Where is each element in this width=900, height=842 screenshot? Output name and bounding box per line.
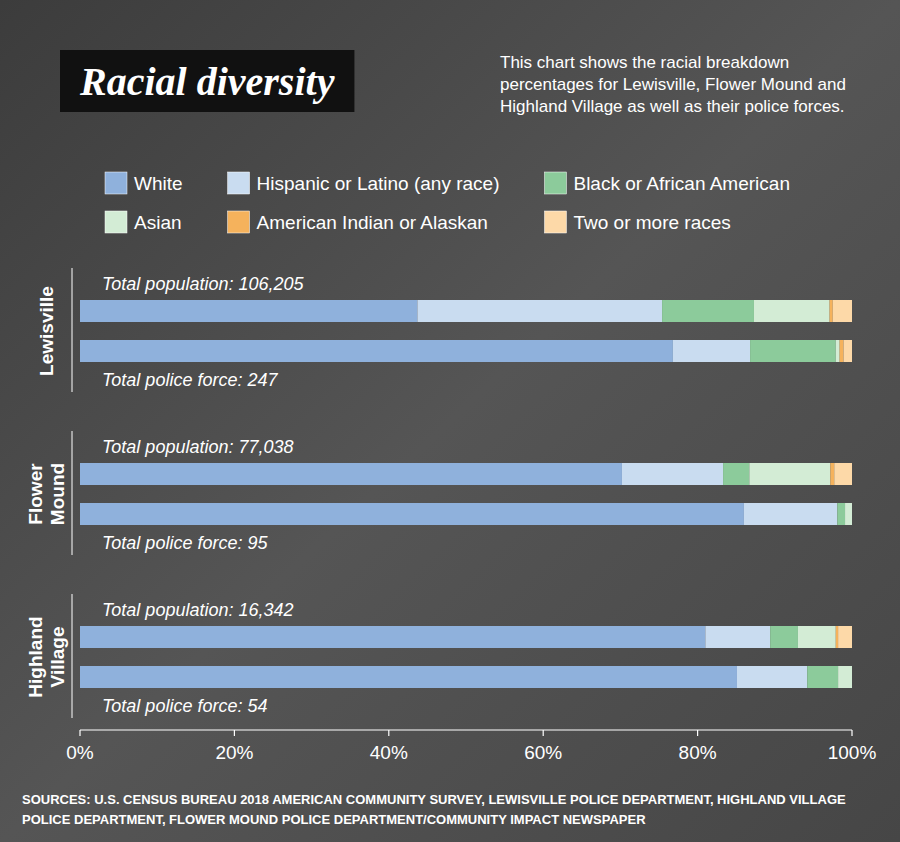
bar-segment	[80, 463, 622, 485]
source: SOURCES: U.S. CENSUS BUREAU 2018 AMERICA…	[22, 792, 846, 827]
bar-segment	[845, 503, 852, 525]
bar-segment	[852, 503, 853, 525]
subtitle: This chart shows the racial breakdownper…	[500, 53, 846, 116]
category-label: Total police force: 54	[102, 696, 267, 716]
bar-segment	[80, 666, 737, 688]
bars	[80, 300, 852, 688]
legend-swatch	[105, 172, 127, 194]
bar-segment	[830, 463, 834, 485]
bar-segment	[80, 626, 705, 648]
category-label: Total population: 106,205	[102, 274, 304, 294]
bar-segment	[852, 666, 853, 688]
bar-segment	[840, 340, 844, 362]
bar-segment	[798, 626, 836, 648]
group-label: Lewisville	[36, 286, 57, 376]
legend-swatch	[105, 211, 127, 233]
x-tick-label: 100%	[828, 742, 877, 763]
bar-segment	[80, 340, 673, 362]
chart: Racial diversity This chart shows the rac…	[0, 0, 900, 842]
background	[0, 0, 900, 842]
bar-segment	[837, 503, 845, 525]
bar-segment	[838, 666, 852, 688]
bar-segment	[749, 463, 830, 485]
bar-segment	[836, 340, 840, 362]
legend-label: Asian	[134, 212, 182, 233]
x-tick-label: 80%	[679, 742, 717, 763]
bar-segment	[844, 340, 852, 362]
bar-segment	[723, 463, 749, 485]
x-tick-label: 40%	[370, 742, 408, 763]
bar-segment	[80, 503, 744, 525]
category-label: Total police force: 247	[102, 370, 278, 390]
legend-swatch	[228, 172, 250, 194]
bar-segment	[852, 503, 853, 525]
x-tick	[543, 730, 544, 736]
group-divider	[72, 268, 73, 392]
bar-segment	[838, 626, 852, 648]
bar-segment	[744, 503, 837, 525]
x-axis	[80, 729, 852, 730]
group-label: FlowerMound	[25, 463, 68, 525]
x-tick	[234, 730, 235, 736]
x-tick	[851, 730, 852, 736]
bar-segment	[836, 626, 838, 648]
bar-segment	[80, 300, 417, 322]
category-label: Total police force: 95	[102, 533, 268, 553]
bar-segment	[673, 340, 750, 362]
legend-label: Hispanic or Latino (any race)	[257, 173, 500, 194]
legend-label: American Indian or Alaskan	[257, 212, 488, 233]
bar-segment	[754, 300, 830, 322]
bar-segment	[833, 300, 852, 322]
title: Racial diversity	[79, 59, 335, 104]
legend-swatch	[544, 172, 566, 194]
bar-segment	[737, 666, 807, 688]
group-label: HighlandVillage	[25, 616, 68, 697]
legend-swatch	[228, 211, 250, 233]
x-tick-label: 20%	[215, 742, 253, 763]
x-tick	[388, 730, 389, 736]
bar-segment	[834, 463, 852, 485]
bar-segment	[705, 626, 770, 648]
legend-label: Two or more races	[573, 212, 730, 233]
x-tick	[697, 730, 698, 736]
bar-segment	[770, 626, 798, 648]
x-tick	[79, 730, 80, 736]
bar-segment	[807, 666, 838, 688]
group-divider	[72, 594, 73, 718]
x-tick-label: 60%	[524, 742, 562, 763]
category-label: Total population: 16,342	[102, 600, 294, 620]
category-label: Total population: 77,038	[102, 437, 294, 457]
group-divider	[72, 431, 73, 555]
bar-segment	[417, 300, 662, 322]
legend-label: Black or African American	[573, 173, 789, 194]
bar-segment	[852, 666, 853, 688]
bar-segment	[830, 300, 833, 322]
title-box	[60, 50, 354, 112]
bar-segment	[622, 463, 723, 485]
legend-swatch	[544, 211, 566, 233]
bar-segment	[662, 300, 754, 322]
x-tick-label: 0%	[66, 742, 94, 763]
bar-segment	[750, 340, 836, 362]
legend-label: White	[134, 173, 183, 194]
legend: White Hispanic or Latino (any race) Black …	[105, 172, 790, 233]
